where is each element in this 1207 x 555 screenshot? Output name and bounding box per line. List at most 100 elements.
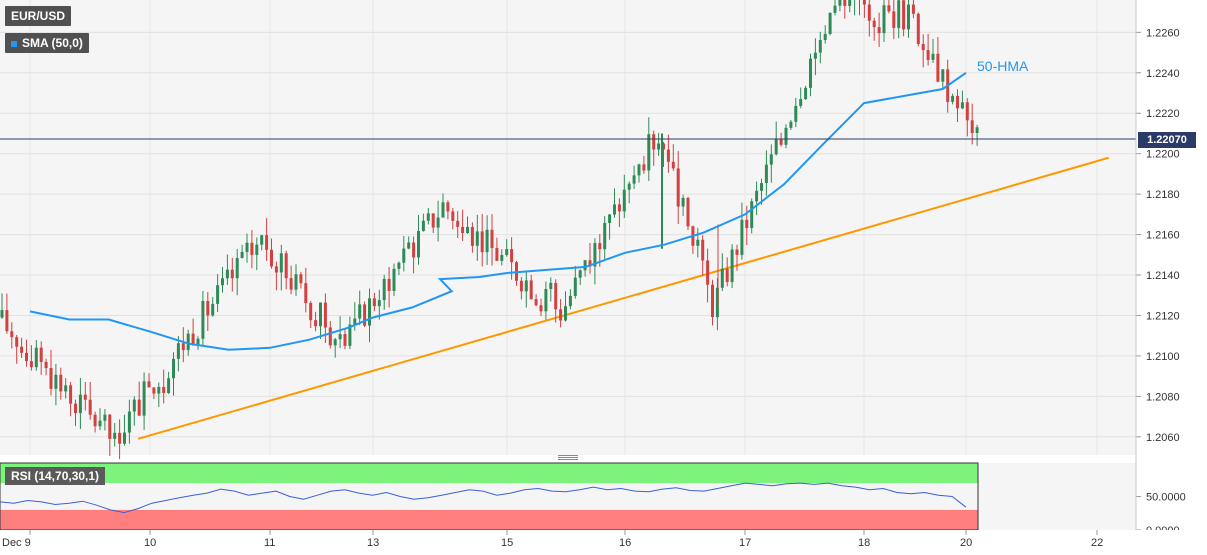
grid-lines — [0, 0, 1136, 455]
candle-body — [25, 352, 28, 362]
candle-body — [5, 310, 9, 332]
price-axis[interactable]: 1.2060 1.2080 1.2100 1.2120 1.2140 1.2160 1.21… — [1136, 27, 1180, 444]
candle-body — [480, 231, 484, 253]
symbol-badge[interactable]: EUR/USD — [5, 6, 72, 26]
candle-body — [451, 211, 455, 221]
candle-body — [279, 253, 283, 273]
candle-body — [970, 120, 974, 133]
indicator-badge[interactable]: SMA (50,0) — [5, 33, 89, 53]
candle-body — [573, 277, 577, 296]
candle-body — [240, 251, 244, 259]
candle-body — [29, 361, 33, 368]
candle-body — [377, 300, 381, 307]
price-axis-label: 1.2080 — [1146, 391, 1180, 403]
candle-body — [353, 318, 357, 325]
candle-body — [725, 268, 729, 282]
candle-body — [260, 235, 264, 245]
candle-body — [309, 302, 313, 321]
candle-body — [490, 229, 494, 249]
candle-body — [686, 197, 690, 227]
panel-resize-handle[interactable] — [558, 454, 578, 461]
candle-body — [304, 283, 308, 303]
candle-body — [951, 95, 955, 102]
rsi-overbought-zone — [0, 463, 978, 484]
candle-body — [466, 226, 469, 233]
candle-body — [15, 337, 19, 347]
candle-body — [907, 4, 910, 30]
candle-body — [701, 239, 705, 261]
candle-body — [965, 102, 969, 121]
hma-line — [29, 71, 967, 351]
candle-body — [137, 399, 141, 416]
candle-body — [397, 262, 401, 269]
time-axis-label: 17 — [739, 537, 751, 549]
candle-body — [671, 161, 675, 169]
candle-body — [588, 260, 592, 267]
rsi-oversold-zone — [0, 509, 978, 530]
candle-body — [877, 27, 881, 34]
candle-body — [421, 220, 425, 231]
candle-body — [843, 0, 847, 6]
candle-body — [706, 260, 710, 285]
candle-body — [431, 213, 435, 228]
rsi-badge[interactable]: RSI (14,70,30,1) — [5, 467, 106, 485]
price-axis-label: 1.2160 — [1146, 230, 1180, 242]
candle-body — [162, 386, 166, 393]
candle-body — [221, 278, 224, 286]
time-axis-label: 22 — [1091, 537, 1103, 549]
candle-body — [44, 361, 48, 369]
candle-body — [559, 309, 563, 321]
candle-body — [225, 269, 229, 279]
candle-body — [206, 301, 210, 316]
candle-body — [323, 302, 327, 328]
candle-body — [284, 253, 288, 279]
candle-body — [54, 374, 58, 389]
candle-body — [93, 414, 97, 427]
symbol-label: EUR/USD — [11, 9, 66, 23]
candle-body — [892, 11, 896, 28]
candle-body — [647, 134, 651, 171]
candle-body — [764, 164, 768, 184]
time-axis-label: 13 — [367, 537, 379, 549]
candle-body — [147, 381, 151, 388]
candle-body — [617, 204, 621, 212]
candle-body — [598, 243, 602, 250]
candle-body — [828, 12, 832, 34]
candle-body — [745, 219, 749, 229]
time-axis[interactable]: Dec 9 10 11 13 15 16 17 18 20 22 — [0, 530, 1207, 555]
candle-body — [495, 248, 499, 261]
candle-body — [902, 0, 906, 30]
hma-layer — [29, 71, 967, 351]
candle-body — [123, 432, 126, 444]
time-axis-label: 18 — [858, 537, 870, 549]
candle-body — [108, 414, 112, 439]
candle-body — [436, 217, 440, 228]
candle-body — [740, 219, 744, 255]
candle-body — [862, 0, 866, 5]
current-price-value: 1.22070 — [1147, 134, 1187, 146]
candle-body — [833, 5, 837, 13]
candle-body — [760, 183, 763, 191]
candle-body — [662, 143, 665, 150]
candle-body — [10, 331, 14, 338]
candle-body — [887, 5, 891, 12]
candle-body — [338, 334, 342, 340]
price-axis-label: 1.2140 — [1146, 270, 1180, 282]
candle-body — [823, 33, 827, 41]
candle-body — [191, 333, 195, 346]
candle-body — [652, 134, 656, 150]
candle-body — [549, 282, 553, 289]
candle-body — [235, 258, 239, 279]
candle-body — [387, 278, 391, 291]
candle-body — [519, 280, 523, 292]
candle-body — [118, 432, 122, 444]
price-axis-label: 1.2180 — [1146, 189, 1180, 201]
candle-body — [603, 222, 607, 250]
candle-body — [544, 288, 548, 312]
candle-body — [931, 53, 935, 60]
candle-body — [794, 105, 798, 122]
candle-body — [333, 339, 337, 346]
candle-body — [250, 242, 254, 255]
candle-body — [568, 295, 572, 307]
candle-body — [343, 334, 347, 346]
